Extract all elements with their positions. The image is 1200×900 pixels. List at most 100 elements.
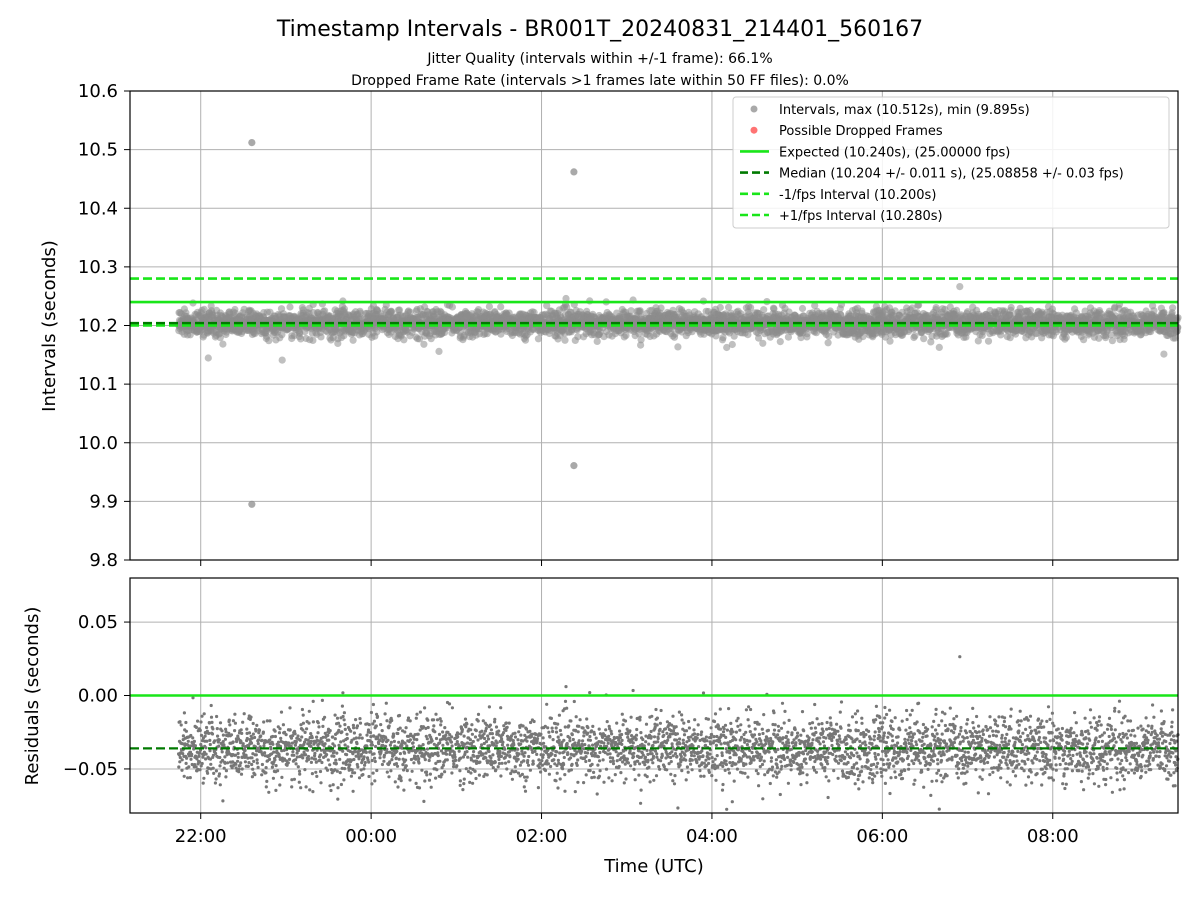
residual-point	[374, 724, 378, 728]
residual-point	[294, 758, 298, 762]
residual-point	[370, 743, 374, 747]
residual-point	[236, 759, 240, 763]
interval-point	[1007, 303, 1015, 312]
residual-point	[310, 736, 314, 740]
residual-point	[342, 718, 346, 722]
residual-point	[233, 729, 237, 733]
residual-point	[218, 764, 222, 768]
residual-point	[218, 783, 222, 787]
residual-point	[246, 756, 250, 760]
residual-point	[215, 727, 219, 731]
residual-point	[375, 714, 380, 719]
residual-point	[190, 752, 194, 757]
legend-entry-label: -1/fps Interval (10.200s)	[779, 188, 936, 203]
interval-point	[1169, 304, 1177, 312]
residual-point	[227, 718, 231, 722]
residual-point	[209, 715, 214, 719]
residual-point	[311, 790, 315, 794]
residual-point	[228, 723, 232, 727]
residual-point	[226, 761, 230, 765]
residual-point	[297, 780, 301, 784]
residual-point	[260, 773, 264, 777]
residual-point	[361, 773, 365, 777]
residual-point	[300, 735, 304, 739]
residual-point	[199, 720, 203, 724]
residual-point	[328, 763, 332, 767]
residual-point	[314, 770, 318, 774]
residual-point	[284, 733, 288, 737]
interval-point	[674, 343, 682, 351]
residual-point	[371, 722, 375, 726]
top-y-tick-label: 10.4	[78, 198, 118, 219]
residual-point	[213, 739, 217, 743]
residual-point	[349, 729, 353, 733]
residual-point	[223, 737, 227, 741]
residual-point	[201, 781, 205, 785]
residual-point	[208, 742, 212, 747]
residual-point	[333, 744, 337, 748]
residual-point	[303, 730, 307, 735]
residual-point	[358, 733, 362, 737]
interval-point	[824, 339, 832, 347]
residual-point	[329, 788, 333, 793]
interval-outlier-point	[248, 138, 256, 147]
residual-point	[212, 771, 216, 776]
residual-point	[265, 779, 269, 784]
residual-point	[233, 712, 237, 716]
interval-point	[636, 307, 644, 315]
residual-point	[320, 740, 324, 744]
bottom-panel-points	[177, 655, 1180, 811]
residual-point	[197, 760, 202, 764]
residual-point	[255, 758, 259, 762]
residual-point	[260, 762, 264, 767]
residual-point	[362, 767, 366, 771]
residual-point	[371, 702, 375, 707]
residual-point	[224, 730, 228, 734]
residual-point	[370, 782, 374, 786]
residual-point	[204, 746, 208, 750]
residual-point	[369, 735, 373, 739]
residual-point	[304, 785, 308, 789]
interval-point	[760, 306, 768, 314]
residual-point	[239, 772, 244, 776]
residual-point	[366, 728, 371, 732]
residual-point	[276, 769, 280, 773]
residual-point	[286, 761, 290, 765]
residual-point	[368, 731, 373, 735]
residual-point	[315, 735, 319, 739]
residual-point	[196, 719, 200, 723]
residual-point	[198, 728, 202, 733]
residual-point	[343, 743, 347, 747]
residual-point	[307, 709, 311, 713]
residual-point	[263, 751, 267, 755]
residual-point	[271, 776, 275, 780]
interval-point	[920, 335, 928, 343]
residual-point	[250, 775, 254, 779]
residual-point	[295, 755, 299, 759]
residual-point	[273, 729, 277, 733]
residual-point	[306, 754, 311, 759]
legend-entry-label: +1/fps Interval (10.280s)	[779, 209, 943, 224]
residual-point	[328, 729, 332, 733]
residual-point	[254, 729, 258, 733]
residual-point	[287, 757, 292, 762]
residual-point	[200, 761, 204, 766]
residual-point	[214, 769, 218, 773]
interval-point	[759, 339, 767, 347]
residual-point	[271, 742, 275, 746]
residual-point	[370, 740, 374, 744]
residual-point	[326, 758, 330, 762]
residual-point	[319, 753, 323, 757]
residual-point	[241, 720, 245, 724]
residual-point	[220, 729, 224, 733]
residual-point	[246, 764, 250, 768]
residual-point	[240, 767, 244, 771]
residual-point	[285, 752, 289, 756]
residual-point	[358, 721, 363, 725]
residual-point	[273, 758, 277, 762]
residual-point	[297, 769, 302, 773]
residual-point	[260, 738, 264, 742]
residual-point	[290, 785, 294, 789]
residual-point	[294, 762, 298, 766]
residual-point	[301, 713, 305, 717]
